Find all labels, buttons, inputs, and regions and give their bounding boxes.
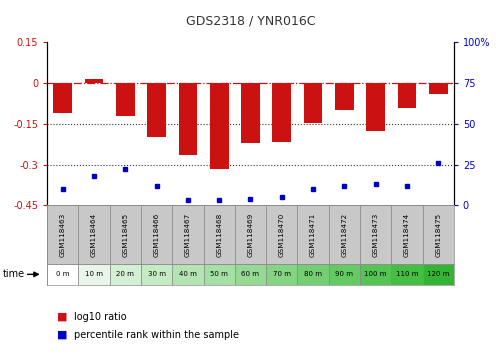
Text: 80 m: 80 m: [304, 272, 322, 277]
Bar: [85, 79, 104, 83]
Text: 0 m: 0 m: [56, 272, 69, 277]
Text: 90 m: 90 m: [335, 272, 353, 277]
Bar: [397, 83, 416, 108]
Bar: [429, 83, 447, 94]
Bar: [335, 83, 354, 110]
Bar: [110, 264, 141, 285]
Text: GSM118463: GSM118463: [60, 212, 66, 257]
Text: GSM118469: GSM118469: [248, 212, 253, 257]
Text: GDS2318 / YNR016C: GDS2318 / YNR016C: [186, 14, 315, 27]
Bar: [203, 264, 235, 285]
Text: GSM118464: GSM118464: [91, 212, 97, 257]
Bar: [203, 205, 235, 264]
Bar: [210, 83, 229, 169]
Bar: [110, 205, 141, 264]
Bar: [266, 264, 298, 285]
Text: ■: ■: [57, 312, 67, 322]
Bar: [172, 264, 203, 285]
Text: 40 m: 40 m: [179, 272, 197, 277]
Text: GSM118471: GSM118471: [310, 212, 316, 257]
Bar: [235, 205, 266, 264]
Text: 20 m: 20 m: [117, 272, 134, 277]
Bar: [329, 205, 360, 264]
Text: GSM118466: GSM118466: [154, 212, 160, 257]
Bar: [423, 205, 454, 264]
Bar: [298, 264, 329, 285]
Bar: [366, 83, 385, 131]
Bar: [47, 264, 78, 285]
Bar: [423, 264, 454, 285]
Text: percentile rank within the sample: percentile rank within the sample: [74, 330, 240, 339]
Text: time: time: [2, 269, 25, 279]
Text: ■: ■: [57, 330, 67, 339]
Text: 50 m: 50 m: [210, 272, 228, 277]
Bar: [391, 264, 423, 285]
Bar: [78, 264, 110, 285]
Text: GSM118473: GSM118473: [372, 212, 378, 257]
Bar: [360, 205, 391, 264]
Bar: [141, 205, 172, 264]
Text: 100 m: 100 m: [365, 272, 387, 277]
Bar: [47, 205, 78, 264]
Bar: [329, 264, 360, 285]
Text: GSM118474: GSM118474: [404, 212, 410, 257]
Bar: [235, 264, 266, 285]
Bar: [241, 83, 260, 143]
Bar: [141, 264, 172, 285]
Bar: [266, 205, 298, 264]
Text: GSM118465: GSM118465: [123, 212, 128, 257]
Text: 60 m: 60 m: [242, 272, 259, 277]
Bar: [391, 205, 423, 264]
Text: 70 m: 70 m: [273, 272, 291, 277]
Text: GSM118468: GSM118468: [216, 212, 222, 257]
Text: log10 ratio: log10 ratio: [74, 312, 127, 322]
Bar: [116, 83, 135, 116]
Text: GSM118467: GSM118467: [185, 212, 191, 257]
Bar: [172, 205, 203, 264]
Text: GSM118475: GSM118475: [435, 212, 441, 257]
Text: 10 m: 10 m: [85, 272, 103, 277]
Text: 110 m: 110 m: [396, 272, 418, 277]
Bar: [179, 83, 197, 155]
Bar: [304, 83, 322, 122]
Bar: [360, 264, 391, 285]
Bar: [147, 83, 166, 137]
Bar: [272, 83, 291, 142]
Bar: [78, 205, 110, 264]
Text: 120 m: 120 m: [427, 272, 449, 277]
Bar: [298, 205, 329, 264]
Text: GSM118472: GSM118472: [341, 212, 347, 257]
Text: 30 m: 30 m: [148, 272, 166, 277]
Bar: [54, 83, 72, 113]
Text: GSM118470: GSM118470: [279, 212, 285, 257]
